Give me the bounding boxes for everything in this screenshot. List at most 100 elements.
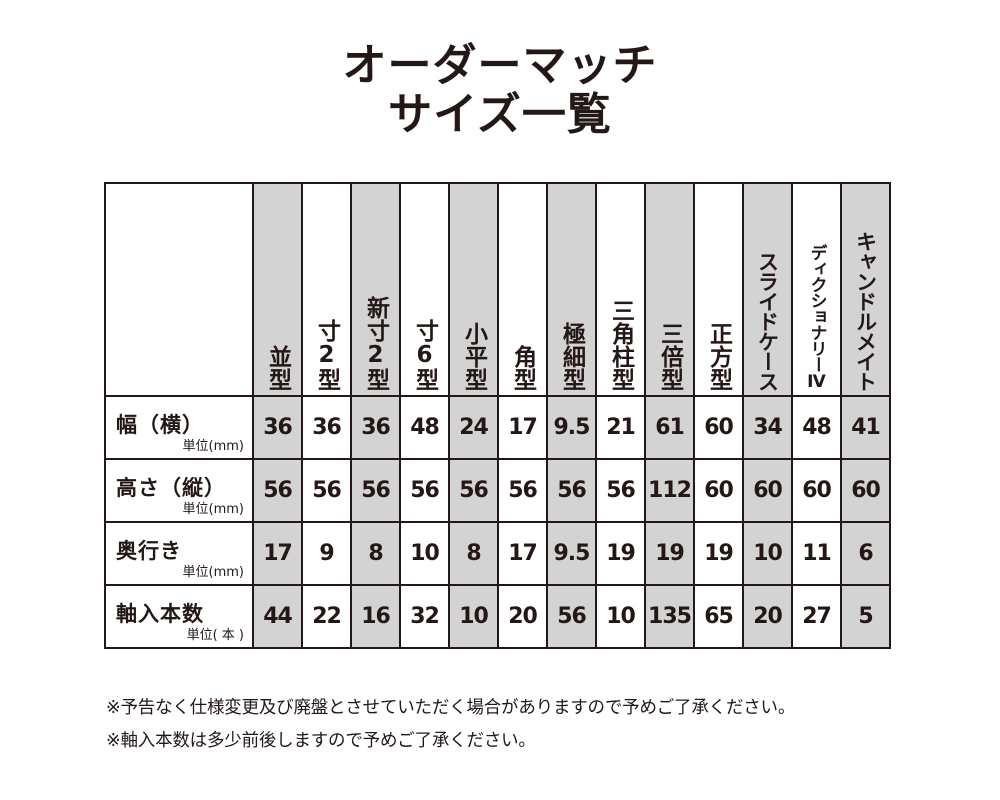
table-cell: 56 [399,458,450,523]
row-header: 高さ（縦） 単位(mm) [104,458,254,523]
table-cell: 56 [546,584,597,649]
column-label: スライドケース [755,251,780,391]
table-cell: 32 [399,584,450,649]
note-quantity: ※軸入本数は多少前後しますので予めご了承ください。 [106,731,536,751]
table-cell: 112 [644,458,695,523]
table-cell: 34 [742,395,793,460]
page-subtitle: サイズ一覧 [388,89,612,140]
column-header: 三角柱型 [595,182,646,397]
column-header: 寸2型 [301,182,352,397]
table-cell: 17 [252,521,303,586]
table-cell: 17 [497,395,548,460]
column-header: 小平型 [448,182,499,397]
column-header: 角型 [497,182,548,397]
table-cell: 8 [448,521,499,586]
column-header: スライドケース [742,182,793,397]
header-row: 並型 寸2型 新寸2型 寸6型 小平型 角型 極細型 三角柱型 三倍型 正方型 スライドケース ディク… [104,182,891,397]
table-cell: 5 [840,584,891,649]
table-row: 軸入本数 単位( 本 ) 44 22 16 32 10 20 56 10 135 65 20 27 5 [104,584,891,649]
table-cell: 10 [399,521,450,586]
table-cell: 11 [791,521,842,586]
row-header: 幅（横） 単位(mm) [104,395,254,460]
table-row: 高さ（縦） 単位(mm) 56 56 56 56 56 56 56 56 112 60 60 60 60 [104,458,891,523]
column-label: 極細型 [558,322,585,391]
page-title: オーダーマッチ [342,40,658,91]
row-unit: 単位( 本 ) [186,628,244,643]
table-cell: 9 [301,521,352,586]
table-cell: 16 [350,584,401,649]
column-label: 正方型 [705,322,732,391]
table-cell: 36 [350,395,401,460]
table-cell: 60 [693,458,744,523]
column-header: 三倍型 [644,182,695,397]
column-label: 三角柱型 [607,299,634,391]
table-cell: 56 [350,458,401,523]
table-row: 幅（横） 単位(mm) 36 36 36 48 24 17 9.5 21 61 60 34 48 41 [104,395,891,460]
table-cell: 135 [644,584,695,649]
table-cell: 60 [791,458,842,523]
row-unit: 単位(mm) [182,439,244,454]
table-cell: 65 [693,584,744,649]
table-cell: 8 [350,521,401,586]
table-cell: 20 [497,584,548,649]
column-label: 寸6型 [411,319,438,391]
table-cell: 17 [497,521,548,586]
row-header: 奥行き 単位(mm) [104,521,254,586]
table-cell: 60 [693,395,744,460]
table-cell: 21 [595,395,646,460]
column-header: 寸6型 [399,182,450,397]
table-cell: 36 [252,395,303,460]
table-cell: 48 [791,395,842,460]
table-cell: 56 [301,458,352,523]
table-cell: 41 [840,395,891,460]
table-cell: 56 [546,458,597,523]
table-cell: 61 [644,395,695,460]
note-spec-change: ※予告なく仕様変更及び廃盤とさせていただく場合がありますので予めご了承ください。 [106,698,796,718]
table-cell: 10 [742,521,793,586]
column-label: 新寸2型 [362,296,389,391]
column-label: 寸2型 [313,319,340,391]
size-table: 並型 寸2型 新寸2型 寸6型 小平型 角型 極細型 三角柱型 三倍型 正方型 スライドケース ディク… [104,182,891,649]
column-header: ディクショナリーⅣ [791,182,842,397]
table-cell: 24 [448,395,499,460]
table-cell: 10 [595,584,646,649]
column-header: 正方型 [693,182,744,397]
column-label: キャンドルメイト [853,231,878,391]
table-cell: 20 [742,584,793,649]
table-cell: 19 [595,521,646,586]
table-cell: 19 [693,521,744,586]
column-label: 三倍型 [656,322,683,391]
column-label: ディクショナリーⅣ [806,244,827,391]
corner-cell [104,182,254,397]
column-label: 並型 [264,345,291,391]
row-unit: 単位(mm) [182,565,244,580]
table-cell: 60 [742,458,793,523]
column-header: 並型 [252,182,303,397]
row-label: 高さ（縦） [116,476,226,500]
table-row: 奥行き 単位(mm) 17 9 8 10 8 17 9.5 19 19 19 10 11 6 [104,521,891,586]
table-cell: 36 [301,395,352,460]
column-header: 極細型 [546,182,597,397]
table-cell: 56 [448,458,499,523]
table-cell: 44 [252,584,303,649]
table-cell: 27 [791,584,842,649]
table-cell: 60 [840,458,891,523]
column-label: 小平型 [460,322,487,391]
row-label: 幅（横） [116,413,204,437]
table-cell: 6 [840,521,891,586]
row-header: 軸入本数単位( 本 ) [104,584,254,649]
column-header: キャンドルメイト [840,182,891,397]
table-cell: 56 [252,458,303,523]
table-cell: 9.5 [546,521,597,586]
column-label: 角型 [509,345,536,391]
table-cell: 19 [644,521,695,586]
row-unit: 単位(mm) [182,502,244,517]
row-label: 軸入本数 [116,602,204,626]
table-cell: 56 [497,458,548,523]
row-label: 奥行き [116,539,182,563]
table-cell: 9.5 [546,395,597,460]
table-cell: 56 [595,458,646,523]
table-cell: 22 [301,584,352,649]
table-cell: 10 [448,584,499,649]
column-header: 新寸2型 [350,182,401,397]
